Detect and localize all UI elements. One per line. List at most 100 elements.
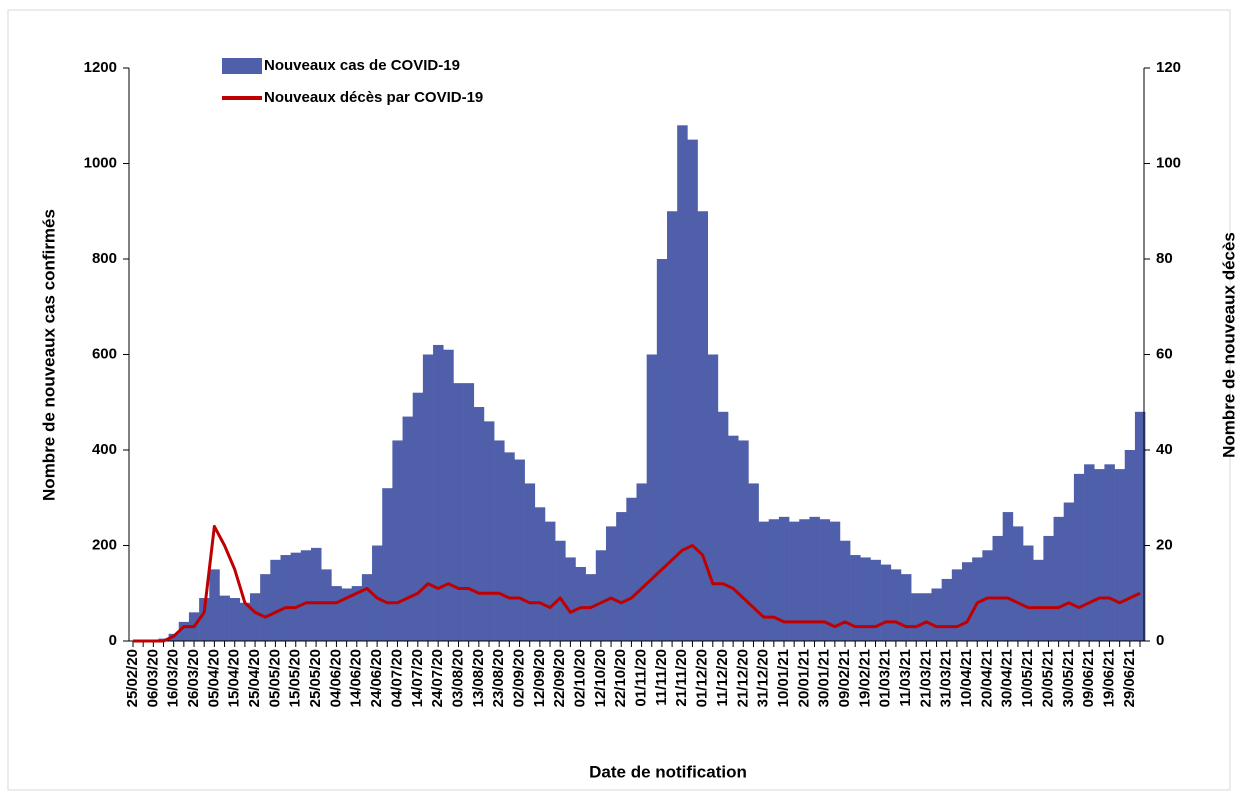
bar	[1053, 516, 1065, 641]
bar	[1094, 469, 1105, 641]
bar	[260, 574, 271, 641]
x-tick-label: 29/06/21	[1121, 649, 1138, 707]
x-tick-label: 01/03/21	[877, 649, 894, 707]
bar	[789, 521, 800, 641]
bar	[850, 555, 861, 641]
x-tick-label: 10/05/21	[1019, 649, 1036, 707]
x-tick-label: 14/07/20	[409, 649, 426, 707]
x-tick-label: 12/09/20	[531, 649, 548, 707]
bar	[839, 540, 851, 641]
bar	[941, 578, 953, 641]
x-tick-label: 26/03/20	[185, 649, 202, 707]
bar	[626, 497, 637, 641]
bar	[1073, 473, 1085, 641]
bar	[900, 574, 912, 641]
bar	[961, 562, 973, 641]
bar	[921, 593, 932, 641]
line	[133, 524, 1141, 643]
bar	[443, 349, 454, 641]
legend-swatch	[222, 58, 262, 74]
bar	[1134, 411, 1146, 641]
bar	[636, 483, 647, 641]
x-tick-label: 03/08/20	[449, 649, 466, 707]
bar	[616, 512, 627, 641]
bar	[1114, 469, 1126, 641]
bar	[758, 521, 770, 641]
bar	[1002, 512, 1014, 641]
x-tick-label: 02/09/20	[510, 649, 527, 707]
bar	[249, 593, 261, 641]
bar	[504, 452, 515, 641]
bar	[829, 521, 841, 641]
x-tick-label: 22/10/20	[612, 649, 629, 707]
bar	[1084, 464, 1095, 641]
bar	[575, 566, 586, 641]
bar	[677, 125, 688, 642]
x-tick-label: 04/06/20	[327, 649, 344, 707]
bar	[1104, 464, 1115, 641]
bar	[311, 547, 322, 641]
bar	[1124, 450, 1136, 641]
bar	[555, 540, 566, 641]
x-tick-label: 25/04/20	[246, 649, 263, 707]
bar	[880, 564, 892, 641]
y2-tick-label: 100	[1156, 154, 1181, 171]
x-tick-label: 01/12/20	[694, 649, 711, 707]
bar	[239, 602, 251, 641]
bar	[768, 519, 780, 641]
x-tick-label: 21/03/21	[917, 649, 934, 707]
bar	[565, 557, 576, 641]
x-tick-label: 22/09/20	[551, 649, 568, 707]
bar	[382, 488, 393, 641]
bar	[412, 392, 424, 641]
y2-tick-label: 0	[1156, 632, 1164, 649]
bar	[1012, 526, 1024, 641]
x-tick-label: 25/02/20	[124, 649, 141, 707]
bar	[483, 421, 495, 641]
bar	[199, 598, 210, 641]
bar	[951, 569, 963, 641]
x-tick-label: 20/05/21	[1039, 649, 1056, 707]
y2-tick-label: 120	[1156, 59, 1181, 76]
bar	[280, 555, 291, 641]
x-tick-label: 05/05/20	[266, 649, 283, 707]
bar	[351, 586, 363, 641]
bar	[1023, 545, 1034, 641]
x-tick-label: 24/06/20	[368, 649, 385, 707]
y2-tick-label: 40	[1156, 441, 1173, 458]
bar	[209, 569, 220, 641]
bar	[748, 483, 759, 641]
bar	[707, 354, 719, 641]
y-tick-label: 0	[109, 632, 117, 649]
bar	[809, 516, 820, 641]
y-axis-label: Nombre de nouveaux cas confirmés	[39, 209, 58, 501]
bar	[972, 557, 983, 641]
y2-tick-label: 20	[1156, 536, 1173, 553]
bar	[605, 526, 617, 641]
bar	[331, 586, 342, 641]
bar	[290, 552, 302, 641]
x-tick-label: 24/07/20	[429, 649, 446, 707]
y-tick-label: 200	[92, 536, 117, 553]
legend-label: Nouveaux cas de COVID-19	[264, 57, 460, 74]
bar	[870, 559, 881, 641]
y2-tick-label: 80	[1156, 250, 1173, 267]
x-tick-label: 13/08/20	[470, 649, 487, 707]
x-tick-label: 12/10/20	[592, 649, 609, 707]
bar	[697, 211, 709, 641]
x-tick-label: 21/12/20	[734, 649, 751, 707]
bar	[982, 550, 993, 641]
bar	[992, 535, 1003, 641]
x-tick-label: 23/08/20	[490, 649, 507, 707]
bar	[595, 550, 607, 641]
bar	[687, 139, 698, 641]
bar	[1043, 535, 1054, 641]
bar	[544, 521, 556, 641]
bar	[463, 383, 475, 641]
x-tick-label: 10/01/21	[775, 649, 792, 707]
bar	[799, 519, 810, 641]
bar	[931, 588, 942, 641]
x-tick-label: 16/03/20	[165, 649, 182, 707]
bar	[1063, 502, 1075, 641]
x-tick-label: 02/10/20	[572, 649, 589, 707]
